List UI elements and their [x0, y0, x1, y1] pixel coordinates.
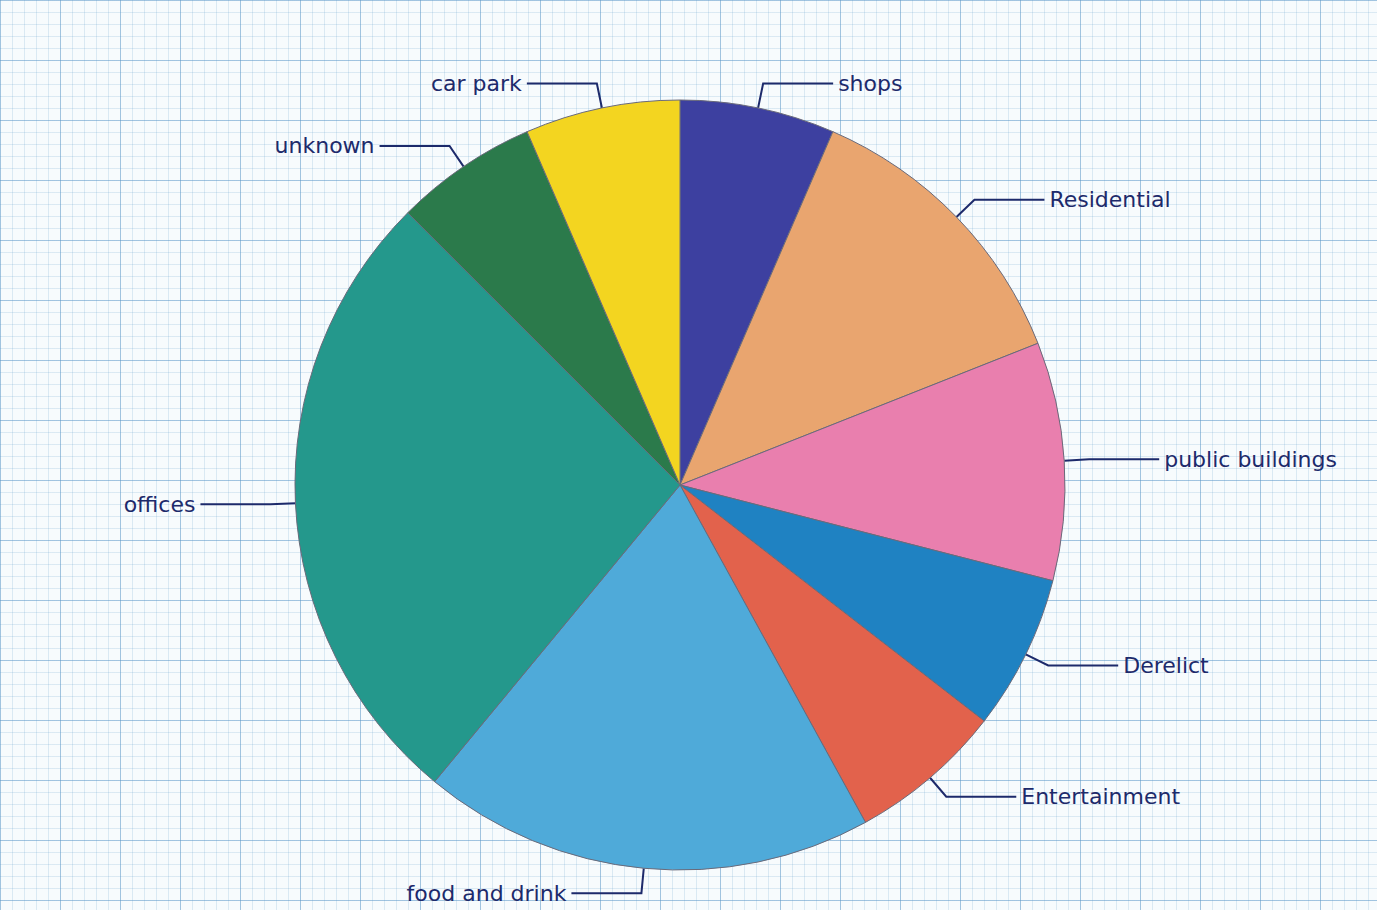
svg-text:unknown: unknown	[275, 133, 375, 158]
svg-text:Entertainment: Entertainment	[1021, 784, 1180, 809]
svg-text:public buildings: public buildings	[1164, 447, 1337, 472]
svg-text:Derelict: Derelict	[1123, 653, 1209, 678]
svg-text:offices: offices	[124, 492, 196, 517]
svg-text:food and drink: food and drink	[407, 881, 567, 906]
svg-text:Residential: Residential	[1049, 187, 1170, 212]
svg-text:car park: car park	[431, 71, 522, 96]
svg-text:shops: shops	[838, 71, 902, 96]
